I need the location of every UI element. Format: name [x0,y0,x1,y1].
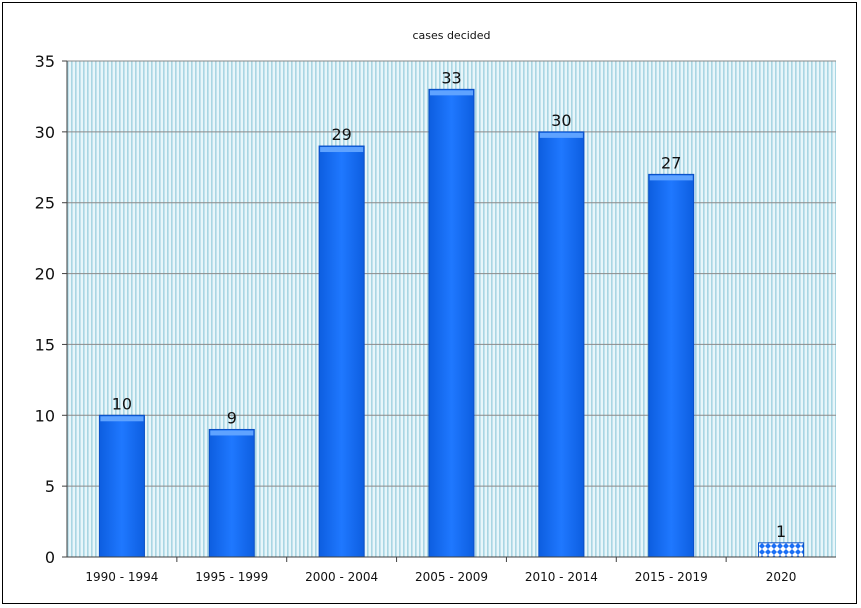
data-label-1995-1999: 9 [227,408,237,427]
bar-top-1995-1999 [210,430,254,436]
y-tick-label-35: 35 [35,52,55,71]
bars [98,88,805,558]
data-label-2010-2014: 30 [551,111,571,130]
labels: 0 5 10 15 20 25 30 35 10 1990 - 1994 9 1995 - 1999 2… [35,52,797,584]
y-tick-label-25: 25 [35,194,55,213]
chart-title: cases decided [412,29,490,42]
x-tick-label-2000-2004: 2000 - 2004 [305,570,378,584]
bar-top-2000-2004 [320,147,364,153]
bar-2005-2009 [428,88,475,558]
bar-2020 [758,542,805,558]
x-tick-label-1995-1999: 1995 - 1999 [195,570,268,584]
data-label-2005-2009: 33 [441,68,461,87]
data-label-1990-1994: 10 [112,394,132,413]
data-label-2000-2004: 29 [331,125,351,144]
y-tick-label-5: 5 [45,477,55,496]
bar-top-1990-1994 [100,416,144,422]
bar-2000-2004 [318,145,365,558]
y-tick-label-0: 0 [45,548,55,567]
x-tick-label-2010-2014: 2010 - 2014 [525,570,598,584]
bar-top-2010-2014 [539,132,583,138]
x-tick-label-2020: 2020 [766,570,797,584]
data-label-2015-2019: 27 [661,153,681,172]
x-tick-label-2015-2019: 2015 - 2019 [635,570,708,584]
bar-1995-1999 [208,428,255,558]
bar-top-2005-2009 [429,90,474,96]
x-tick-label-1990-1994: 1990 - 1994 [85,570,158,584]
y-tick-label-15: 15 [35,335,55,354]
y-tick-label-10: 10 [35,406,55,425]
y-tick-label-20: 20 [35,265,55,284]
bar-1990-1994 [98,414,145,558]
axes [62,60,836,562]
x-tick-label-2005-2009: 2005 - 2009 [415,570,488,584]
bar-top-2015-2019 [649,175,693,181]
data-label-2020: 1 [776,522,786,541]
bar-2015-2019 [648,173,695,558]
y-tick-label-30: 30 [35,123,55,142]
bar-2010-2014 [538,131,585,558]
bar-chart: 0 5 10 15 20 25 30 35 10 1990 - 1994 9 1995 - 1999 2… [35,29,836,584]
